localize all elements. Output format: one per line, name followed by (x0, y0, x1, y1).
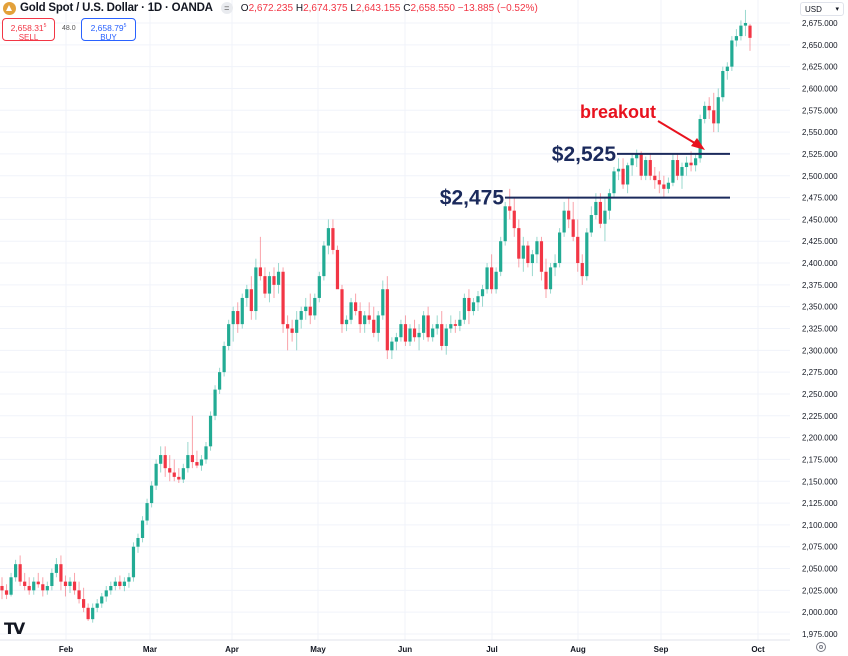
price-tick-label: 2,250.000 (802, 390, 838, 399)
price-tick-label: 2,600.000 (802, 84, 838, 93)
time-tick-label: Jun (398, 645, 412, 654)
high-label: H (295, 2, 304, 14)
breakout-label: breakout (580, 102, 656, 122)
support-label-2475: $2,475 (440, 187, 505, 210)
price-tick-label: 2,200.000 (802, 434, 838, 443)
price-tick-label: 2,000.000 (802, 608, 838, 617)
price-tick-label: 2,475.000 (802, 194, 838, 203)
time-tick-label: Apr (225, 645, 239, 654)
price-tick-label: 2,325.000 (802, 325, 838, 334)
time-tick-label: Mar (143, 645, 157, 654)
sell-button[interactable]: 2,658.315 SELL (2, 18, 55, 42)
price-tick-label: 2,550.000 (802, 128, 838, 137)
price-tick-label: 1,975.000 (802, 630, 838, 639)
gold-symbol-icon (3, 1, 16, 15)
resistance-label-2525: $2,525 (552, 143, 617, 166)
gear-icon[interactable] (816, 642, 826, 652)
sell-price: 2,658.31 (10, 22, 44, 33)
breakout-arrow (657, 120, 699, 146)
chart-grid (0, 0, 790, 640)
low-value: 2,643.155 (355, 2, 401, 14)
currency-select[interactable]: USD ▾ (800, 2, 844, 16)
price-tick-label: 2,400.000 (802, 259, 838, 268)
price-tick-label: 2,175.000 (802, 455, 838, 464)
price-tick-label: 2,150.000 (802, 477, 838, 486)
price-tick-label: 2,100.000 (802, 521, 838, 530)
chevron-down-icon: ▾ (835, 6, 839, 13)
price-tick-label: 2,300.000 (802, 346, 838, 355)
spread-value: 48.0 (62, 25, 76, 32)
chart-annotations: $2,525 $2,475 breakout (440, 102, 730, 210)
time-tick-label: Jul (486, 645, 498, 654)
sell-price-sup: 5 (43, 23, 47, 29)
price-tick-label: 2,350.000 (802, 303, 838, 312)
price-tick-label: 2,275.000 (802, 368, 838, 377)
price-tick-label: 2,425.000 (802, 237, 838, 246)
price-tick-label: 2,075.000 (802, 543, 838, 552)
chart-header: Gold Spot / U.S. Dollar · 1D · OANDA = O… (0, 0, 538, 16)
buy-price-sup: 5 (123, 23, 127, 29)
buy-label: BUY (100, 32, 117, 42)
time-tick-label: Feb (59, 645, 73, 654)
change-value: −13.885 (−0.52%) (457, 2, 538, 14)
high-value: 2,674.375 (303, 2, 348, 14)
tradingview-logo-icon[interactable]: TV (4, 619, 25, 638)
price-tick-label: 2,575.000 (802, 106, 838, 115)
price-tick-label: 2,675.000 (802, 19, 838, 28)
close-label: C (403, 2, 411, 14)
candlestick-series (0, 9, 752, 623)
close-value: 2,658.550 (410, 2, 455, 14)
sell-label: SELL (18, 32, 39, 42)
market-status-icon[interactable]: = (220, 2, 233, 14)
low-label: L (350, 2, 356, 14)
price-tick-label: 2,375.000 (802, 281, 838, 290)
price-tick-label: 2,625.000 (802, 63, 838, 72)
buy-button[interactable]: 2,658.795 BUY (81, 18, 136, 42)
time-tick-label: Oct (751, 645, 765, 654)
time-tick-label: May (310, 645, 326, 654)
currency-label: USD (805, 5, 822, 14)
price-tick-label: 2,525.000 (802, 150, 838, 159)
ohlc-values: O2,672.235 H2,674.375 L2,643.155 C2,658.… (241, 3, 538, 14)
breakout-arrow-head (691, 138, 705, 150)
open-label: O (240, 2, 249, 14)
price-tick-label: 2,050.000 (802, 565, 838, 574)
price-tick-label: 2,225.000 (802, 412, 838, 421)
price-tick-label: 2,650.000 (802, 41, 838, 50)
price-axis[interactable]: 2,675.000 2,650.000 2,625.000 2,600.000 2,57… (802, 19, 838, 639)
time-tick-label: Sep (654, 645, 669, 654)
price-tick-label: 2,025.000 (802, 586, 838, 595)
time-tick-label: Aug (570, 645, 586, 654)
price-tick-label: 2,500.000 (802, 172, 838, 181)
open-value: 2,672.235 (248, 2, 294, 14)
price-tick-label: 2,450.000 (802, 215, 838, 224)
price-tick-label: 2,125.000 (802, 499, 838, 508)
buy-price: 2,658.79 (90, 22, 124, 33)
time-axis[interactable]: Feb Mar Apr May Jun Jul Aug Sep Oct (0, 639, 790, 654)
symbol-title[interactable]: Gold Spot / U.S. Dollar · 1D · OANDA (20, 2, 213, 14)
